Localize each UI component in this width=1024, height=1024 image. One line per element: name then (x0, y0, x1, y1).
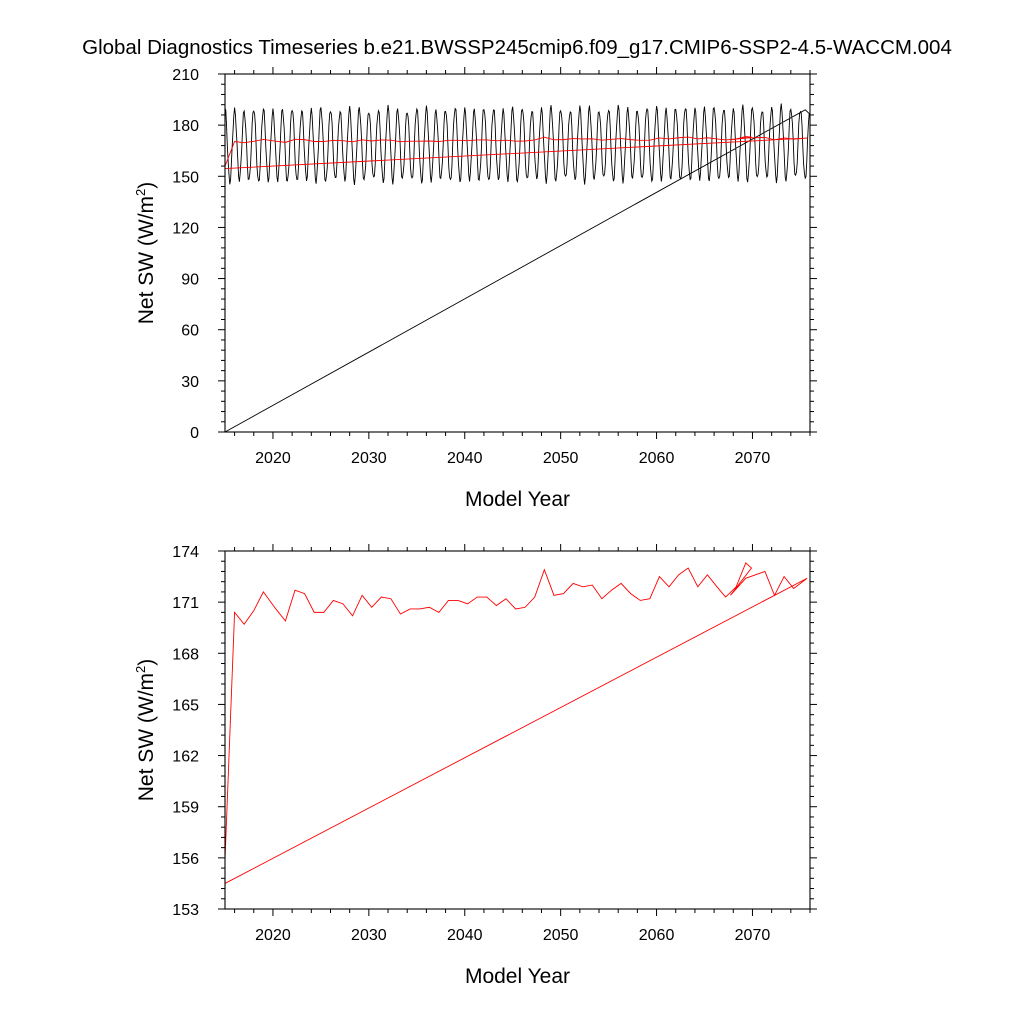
monthly-panel: 2020 2030 2040 2050 2060 2070 0 30 60 90 120 150 180… (133, 67, 817, 511)
annual-panel: 2020 2030 2040 2050 2060 2070 153 156 159 162 165 1… (133, 544, 817, 988)
series-line-annual (225, 562, 808, 884)
plot-frame (224, 73, 811, 433)
x-tick-label: 2020 (255, 927, 291, 944)
plot-area (225, 103, 810, 432)
y-axis-title-close: ) (135, 182, 158, 189)
y-tick-label: 210 (172, 67, 199, 84)
series-line-annual (225, 136, 808, 170)
plot-area (225, 562, 808, 884)
x-tick-label: 2070 (735, 450, 771, 467)
y-tick-label: 174 (172, 544, 199, 561)
x-tick-label: 2030 (351, 450, 387, 467)
y-axis-title-sup: 2 (133, 666, 148, 673)
series-line-monthly (225, 103, 810, 432)
y-tick-label: 168 (172, 646, 199, 663)
y-tick-label: 162 (172, 749, 199, 766)
y-tick-label: 150 (172, 169, 199, 186)
y-tick-label: 153 (172, 902, 199, 919)
y-tick-label: 30 (181, 374, 199, 391)
y-tick-label: 165 (172, 697, 199, 714)
y-axis-title-text: Net SW (W/m (135, 196, 158, 324)
y-tick-label: 171 (172, 595, 199, 612)
x-axis-title: Model Year (465, 488, 570, 511)
x-axis-title: Model Year (465, 965, 570, 988)
x-tick-label: 2070 (735, 927, 771, 944)
y-axis-title: Net SW (W/m2) (133, 182, 158, 325)
y-tick-label: 156 (172, 851, 199, 868)
y-tick-label: 159 (172, 800, 199, 817)
y-tick-label: 180 (172, 118, 199, 135)
y-axis-title-sup: 2 (133, 189, 148, 196)
x-tick-label: 2040 (447, 927, 483, 944)
y-tick-label: 90 (181, 272, 199, 289)
y-tick-label: 120 (172, 220, 199, 237)
x-tick-label: 2060 (639, 927, 675, 944)
y-tick-label: 60 (181, 323, 199, 340)
x-tick-label: 2030 (351, 927, 387, 944)
y-axis-title-close: ) (135, 659, 158, 666)
page-title: Global Diagnostics Timeseries b.e21.BWSS… (82, 36, 952, 59)
x-tick-label: 2050 (543, 450, 579, 467)
plot-frame (224, 550, 811, 910)
x-tick-label: 2020 (255, 450, 291, 467)
x-tick-label: 2040 (447, 450, 483, 467)
x-tick-label: 2050 (543, 927, 579, 944)
y-tick-label: 0 (190, 425, 199, 442)
y-axis-title: Net SW (W/m2) (133, 659, 158, 802)
x-tick-label: 2060 (639, 450, 675, 467)
y-axis-title-text: Net SW (W/m (135, 673, 158, 801)
